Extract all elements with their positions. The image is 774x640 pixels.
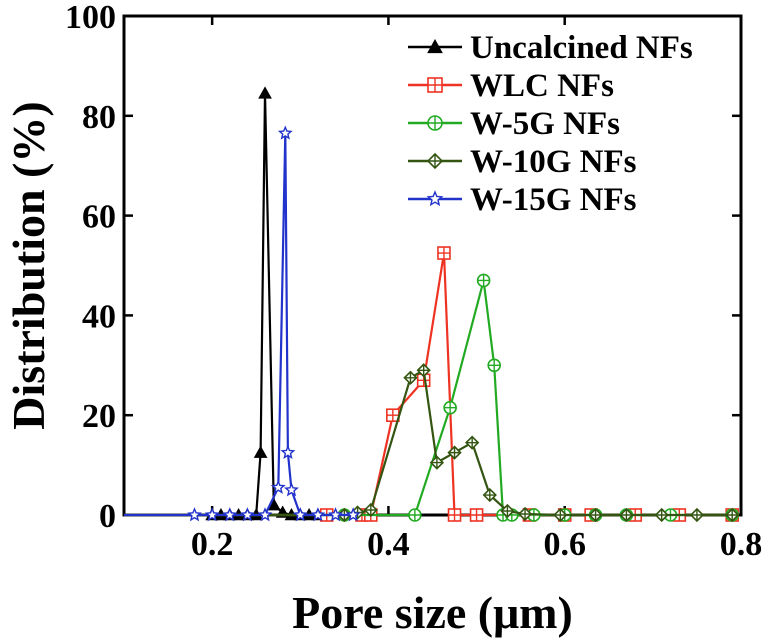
star-marker <box>270 479 286 494</box>
diamond-marker-cross <box>554 509 567 521</box>
series-w-5g-nfs <box>124 273 739 522</box>
y-axis-title: Distribution (%) <box>3 101 54 429</box>
star-marker <box>222 507 238 522</box>
diamond-marker-cross <box>428 154 442 168</box>
y-tick-label: 100 <box>65 0 116 36</box>
star-marker <box>345 507 361 522</box>
star-marker <box>292 507 308 522</box>
circle-marker-cross <box>428 116 442 130</box>
diamond-marker-cross <box>690 509 703 521</box>
triangle-marker <box>427 38 443 54</box>
series-line <box>124 133 354 517</box>
diamond-marker-cross <box>726 509 739 521</box>
star-marker <box>328 507 343 522</box>
circle-marker-cross <box>488 359 501 372</box>
square-marker-cross <box>448 509 461 521</box>
diamond-marker-cross <box>364 504 377 517</box>
series-uncalcined-nfs <box>124 86 325 521</box>
star-marker <box>257 507 273 522</box>
diamond-marker-cross <box>404 371 417 384</box>
legend-label: W-5G NFs <box>470 106 620 142</box>
diamond-marker-cross <box>483 489 496 502</box>
legend-label: WLC NFs <box>470 68 614 104</box>
diamond-marker-cross <box>448 446 461 459</box>
y-tick-label: 80 <box>82 99 116 136</box>
axes: 0 20 40 60 80 100 0.2 0.4 0.6 0.8 <box>65 0 762 563</box>
legend-item: W-10G NFs <box>408 144 637 180</box>
y-tick-label: 0 <box>99 498 116 535</box>
star-marker <box>284 482 299 497</box>
x-tick-label: 0.6 <box>543 526 586 563</box>
square-marker-cross <box>437 247 450 260</box>
legend-item: WLC NFs <box>408 68 614 104</box>
legend-label: W-10G NFs <box>470 144 637 180</box>
series-w-15g-nfs <box>124 125 361 522</box>
diamond-marker-cross <box>589 509 602 521</box>
square-marker-cross <box>386 409 399 422</box>
series-lines <box>124 86 740 523</box>
diamond-marker-cross <box>430 456 443 469</box>
y-tick-label: 20 <box>82 398 116 435</box>
square-marker-cross <box>470 509 483 521</box>
star-marker <box>187 507 202 522</box>
series-wlc-nfs <box>124 246 739 522</box>
legend-item: Uncalcined NFs <box>408 30 693 66</box>
circle-marker-cross <box>408 509 421 521</box>
legend-label: Uncalcined NFs <box>470 30 693 66</box>
legend-label: W-15G NFs <box>470 182 637 218</box>
series-line <box>124 368 733 517</box>
legend-item: W-15G NFs <box>408 182 637 218</box>
triangle-marker <box>253 445 268 458</box>
star-marker <box>280 444 296 459</box>
star-marker <box>204 507 220 522</box>
star-marker <box>310 507 326 522</box>
x-tick-label: 0.4 <box>367 526 410 563</box>
x-tick-label: 0.8 <box>720 526 763 563</box>
y-tick-label: 60 <box>82 199 116 236</box>
y-tick-label: 40 <box>82 298 116 335</box>
diamond-marker-cross <box>501 505 514 518</box>
plot-frame <box>122 14 743 517</box>
star-marker <box>239 507 255 522</box>
star-marker <box>277 125 293 140</box>
diamond-marker-cross <box>655 509 668 521</box>
star-marker <box>426 190 444 207</box>
x-tick-label: 0.2 <box>191 526 234 563</box>
circle-marker-cross <box>444 401 457 414</box>
triangle-marker <box>258 86 272 99</box>
diamond-marker-cross <box>519 508 532 521</box>
series-w-10g-nfs <box>124 363 740 523</box>
legend-item: W-5G NFs <box>408 106 620 142</box>
diamond-marker-cross <box>466 436 479 449</box>
circle-marker-cross <box>477 274 490 287</box>
square-marker-cross <box>428 78 442 92</box>
diamond-marker-cross <box>620 509 633 521</box>
x-axis-title: Pore size (μm) <box>292 587 573 638</box>
diamond-marker-cross <box>417 364 430 377</box>
